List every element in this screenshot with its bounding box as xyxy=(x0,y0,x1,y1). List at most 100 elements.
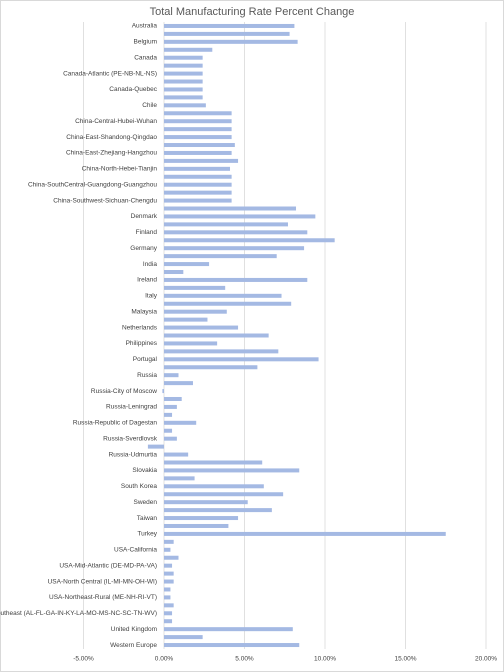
y-tick-label: Australia xyxy=(132,23,158,30)
x-tick-label: 10.00% xyxy=(314,656,336,663)
x-tick-label: -5.00% xyxy=(73,656,94,663)
y-tick-label: Russia-Leningrad xyxy=(106,404,157,411)
bar xyxy=(164,39,298,44)
y-tick-label: USA-North Central (IL-MI-MN-OH-WI) xyxy=(48,578,157,585)
bar xyxy=(164,277,308,282)
bar xyxy=(164,547,171,552)
y-tick-label: Sweden xyxy=(134,499,158,506)
x-tick-label: 0.00% xyxy=(155,656,174,663)
bar xyxy=(164,579,174,584)
y-tick-label: Canada-Quebec xyxy=(109,86,157,93)
y-tick-label: Denmark xyxy=(131,213,158,220)
bar xyxy=(164,531,446,536)
bar xyxy=(164,301,292,306)
bar xyxy=(164,71,203,76)
x-tick-label: 20.00% xyxy=(475,656,497,663)
y-tick-label: Turkey xyxy=(137,531,157,538)
bar xyxy=(164,500,248,505)
bar xyxy=(164,55,203,60)
bar xyxy=(164,166,231,171)
bar xyxy=(164,619,173,624)
bar xyxy=(164,87,203,92)
bar xyxy=(164,246,305,251)
bar xyxy=(164,587,171,592)
bar xyxy=(164,571,174,576)
bar xyxy=(164,412,173,417)
bar xyxy=(164,47,213,52)
bar xyxy=(164,563,173,568)
bar xyxy=(164,468,300,473)
y-tick-label: Russia-City of Moscow xyxy=(91,388,157,395)
bar xyxy=(164,174,232,179)
bar xyxy=(164,460,263,465)
bar xyxy=(164,95,203,100)
bar xyxy=(164,270,184,275)
y-tick-label: USA-Mid-Atlantic (DE-MD-PA-VA) xyxy=(59,562,157,569)
y-tick-label: Taiwan xyxy=(137,515,158,522)
bar xyxy=(164,111,232,116)
bar xyxy=(164,262,210,267)
bar xyxy=(164,611,173,616)
y-tick-label: China-SouthCentral-Guangdong-Guangzhou xyxy=(28,181,157,188)
bar xyxy=(162,389,164,394)
bar xyxy=(164,523,229,528)
bar xyxy=(164,420,197,425)
bar xyxy=(164,555,179,560)
bar xyxy=(164,484,264,489)
y-tick-label: China-Central-Hubei-Wuhan xyxy=(75,118,157,125)
bar xyxy=(164,238,335,243)
bar xyxy=(164,31,290,36)
bar xyxy=(164,373,179,378)
bar xyxy=(164,627,293,632)
bar xyxy=(164,516,239,521)
y-tick-label: Slovakia xyxy=(132,467,157,474)
chart-title: Total Manufacturing Rate Percent Change xyxy=(150,6,355,18)
x-tick-label: 5.00% xyxy=(235,656,254,663)
bar xyxy=(164,285,226,290)
bar xyxy=(164,349,279,354)
y-tick-label: Malaysia xyxy=(131,308,157,315)
y-tick-label: China-East-Shandong-Qingdao xyxy=(66,134,157,141)
y-tick-label: China-East-Zhejiang-Hangzhou xyxy=(66,150,157,157)
bar xyxy=(164,357,319,362)
bar xyxy=(164,79,203,84)
bar xyxy=(164,214,316,219)
y-tick-label: Russia-Republic of Dagestan xyxy=(73,420,158,427)
bar xyxy=(164,603,174,608)
y-tick-label: China-Southwest-Sichuan-Chengdu xyxy=(53,197,157,204)
x-tick-label: 15.00% xyxy=(394,656,416,663)
y-tick-label: USA-Southeast (AL-FL-GA-IN-KY-LA-MO-MS-N… xyxy=(0,610,157,617)
y-tick-label: USA-Northeast-Rural (ME-NH-RI-VT) xyxy=(49,594,157,601)
bar xyxy=(164,230,308,235)
bar xyxy=(164,476,195,481)
bar xyxy=(164,293,282,298)
y-tick-label: South Korea xyxy=(121,483,158,490)
bar xyxy=(164,63,203,68)
bar xyxy=(164,396,182,401)
bar xyxy=(164,428,173,433)
bar xyxy=(164,539,174,544)
bar xyxy=(164,317,208,322)
bar xyxy=(164,119,232,124)
y-tick-label: Netherlands xyxy=(122,324,158,331)
bar xyxy=(164,254,277,259)
y-tick-label: Chile xyxy=(142,102,157,109)
y-tick-label: Russia-Udmurtia xyxy=(109,451,158,458)
bar xyxy=(147,444,164,449)
y-tick-label: Canada xyxy=(134,54,157,61)
y-tick-label: United Kingdom xyxy=(111,626,157,633)
bar xyxy=(164,222,288,227)
y-tick-label: Philippines xyxy=(126,340,158,347)
y-tick-label: China-North-Hebei-Tianjin xyxy=(82,166,158,173)
bar xyxy=(164,508,272,513)
bar xyxy=(164,595,171,600)
y-tick-label: Western Europe xyxy=(110,642,157,649)
bar xyxy=(164,198,232,203)
y-tick-label: Russia-Sverdlovsk xyxy=(103,435,158,442)
y-tick-label: Canada-Atlantic (PE-NB-NL-NS) xyxy=(63,70,157,77)
bar xyxy=(164,309,227,314)
y-tick-label: Belgium xyxy=(134,39,157,46)
bar xyxy=(164,365,258,370)
